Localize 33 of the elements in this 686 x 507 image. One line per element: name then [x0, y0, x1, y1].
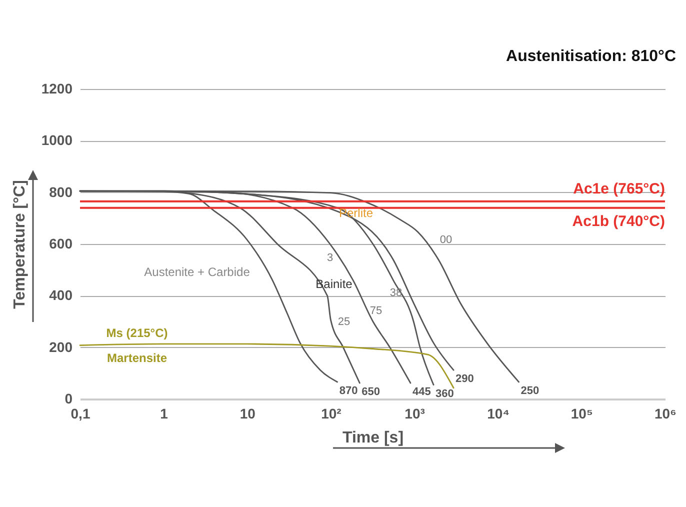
y-tick-label: 0 [64, 390, 73, 406]
x-tick-label: 10⁶ [654, 406, 677, 422]
series-label: 870 [339, 384, 358, 397]
annotation: Martensite [106, 351, 168, 365]
ref-line-label: Ac1b (740°C) [572, 212, 665, 230]
ref-line-label: Ac1e (765°C) [573, 180, 666, 198]
y-axis-title: Temperature [°C] [11, 180, 28, 309]
annotation: 75 [370, 305, 382, 317]
annotation: 3 [326, 252, 334, 264]
annotation: 00 [440, 234, 452, 246]
annotation: 25 [338, 316, 350, 328]
series-label: 360 [436, 388, 454, 400]
series-label: 250 [520, 384, 540, 397]
x-tick-label: 10⁵ [570, 406, 594, 422]
series-label: 650 [362, 386, 380, 398]
annotation: Austenite + Carbide [144, 265, 250, 279]
x-tick-label: 0,1 [70, 406, 90, 422]
x-axis-title: Time [s] [342, 430, 404, 446]
y-tick-label: 200 [49, 338, 73, 355]
y-tick-label: 800 [49, 184, 73, 200]
x-tick-label: 10³ [404, 406, 426, 422]
y-tick-label: 400 [49, 287, 73, 304]
series-label: 445 [412, 386, 431, 398]
x-tick-label: 10² [321, 406, 342, 422]
series-label: 290 [456, 373, 474, 386]
x-tick-label: 1 [160, 406, 168, 422]
y-tick-label: 1200 [41, 80, 73, 96]
y-tick-label: 600 [49, 236, 73, 252]
y-tick-label: 1000 [41, 132, 73, 148]
x-tick-label: 10 [240, 406, 256, 422]
annotation: Ms (215°C) [106, 326, 168, 340]
x-tick-label: 10⁴ [487, 406, 510, 422]
chart-title: Austenitisation: 810°C [506, 48, 676, 65]
